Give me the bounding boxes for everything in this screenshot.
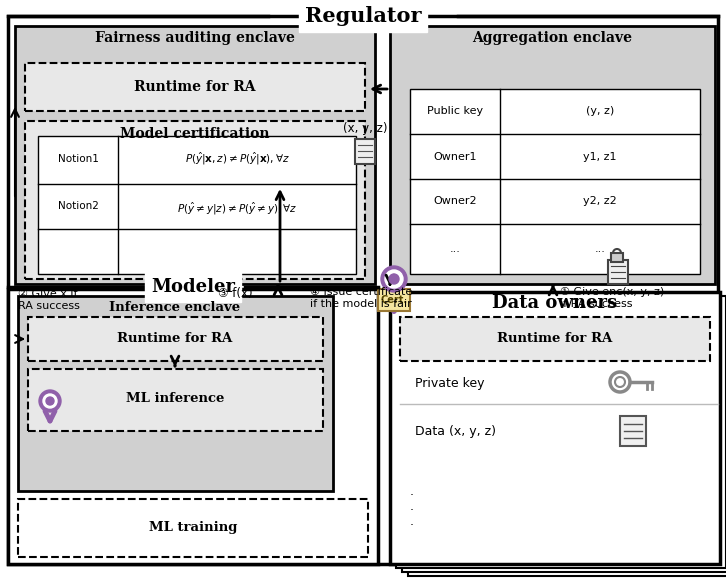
Text: y1, z1: y1, z1 xyxy=(583,152,617,162)
Text: ML inference: ML inference xyxy=(126,393,224,405)
Circle shape xyxy=(43,394,57,408)
Circle shape xyxy=(381,266,407,292)
Text: ...: ... xyxy=(449,244,460,254)
Bar xyxy=(355,139,375,164)
Text: Cert.: Cert. xyxy=(380,295,407,305)
Text: Owner1: Owner1 xyxy=(433,152,477,162)
Text: Data owners: Data owners xyxy=(492,294,618,312)
Text: (y, z): (y, z) xyxy=(586,106,614,116)
Text: ③ f(x): ③ f(x) xyxy=(218,287,253,300)
Text: Fairness auditing enclave: Fairness auditing enclave xyxy=(95,31,295,45)
Text: Runtime for RA: Runtime for RA xyxy=(134,80,256,94)
Text: ④ Issue certificate
if the model is fair: ④ Issue certificate if the model is fair xyxy=(310,287,412,309)
Bar xyxy=(410,89,700,274)
Bar xyxy=(608,260,628,284)
Bar xyxy=(378,289,410,311)
Text: Private key: Private key xyxy=(415,378,484,390)
Text: Owner2: Owner2 xyxy=(433,196,477,206)
Bar xyxy=(611,253,623,262)
Bar xyxy=(38,136,356,274)
Bar xyxy=(28,369,323,431)
Circle shape xyxy=(39,390,61,412)
Bar xyxy=(408,304,726,576)
Text: ① Give enc(x, y, z)
if RA success: ① Give enc(x, y, z) if RA success xyxy=(560,287,664,309)
Text: Inference enclave: Inference enclave xyxy=(110,301,240,314)
Bar xyxy=(390,292,720,564)
Text: y2, z2: y2, z2 xyxy=(583,196,617,206)
Bar xyxy=(18,499,368,557)
Bar xyxy=(396,296,726,568)
Bar xyxy=(28,317,323,361)
Text: ② Give x if
RA success: ② Give x if RA success xyxy=(18,289,80,312)
Bar xyxy=(8,289,378,564)
Bar xyxy=(400,317,710,361)
Text: (x, y, z): (x, y, z) xyxy=(343,122,387,135)
Text: Runtime for RA: Runtime for RA xyxy=(497,332,613,346)
Text: Data (x, y, z): Data (x, y, z) xyxy=(415,424,496,438)
Text: $P(\hat{y}\neq y|z)\neq P(\hat{y}\neq y),\forall z$: $P(\hat{y}\neq y|z)\neq P(\hat{y}\neq y)… xyxy=(176,201,297,217)
Text: Public key: Public key xyxy=(427,106,483,116)
Bar xyxy=(25,63,365,111)
Text: Model certification: Model certification xyxy=(121,127,270,141)
Bar xyxy=(15,26,375,284)
Bar xyxy=(25,121,365,279)
Text: Modeler: Modeler xyxy=(151,278,235,296)
Text: Runtime for RA: Runtime for RA xyxy=(118,332,232,346)
Text: Notion2: Notion2 xyxy=(57,201,99,211)
Circle shape xyxy=(46,397,54,405)
Bar xyxy=(620,416,646,446)
Bar xyxy=(18,296,333,491)
Circle shape xyxy=(385,270,403,288)
Text: Aggregation enclave: Aggregation enclave xyxy=(472,31,632,45)
Text: Regulator: Regulator xyxy=(305,6,421,26)
Bar xyxy=(402,300,726,572)
Circle shape xyxy=(389,274,399,284)
Bar xyxy=(390,26,715,284)
Text: ...: ... xyxy=(595,244,605,254)
Text: $P(\hat{y}|\mathbf{x},z)\neq P(\hat{y}|\mathbf{x}),\forall z$: $P(\hat{y}|\mathbf{x},z)\neq P(\hat{y}|\… xyxy=(184,151,290,167)
Text: Notion1: Notion1 xyxy=(57,154,99,164)
Text: ML training: ML training xyxy=(149,522,237,534)
Text: ·
·
·: · · · xyxy=(410,489,414,533)
